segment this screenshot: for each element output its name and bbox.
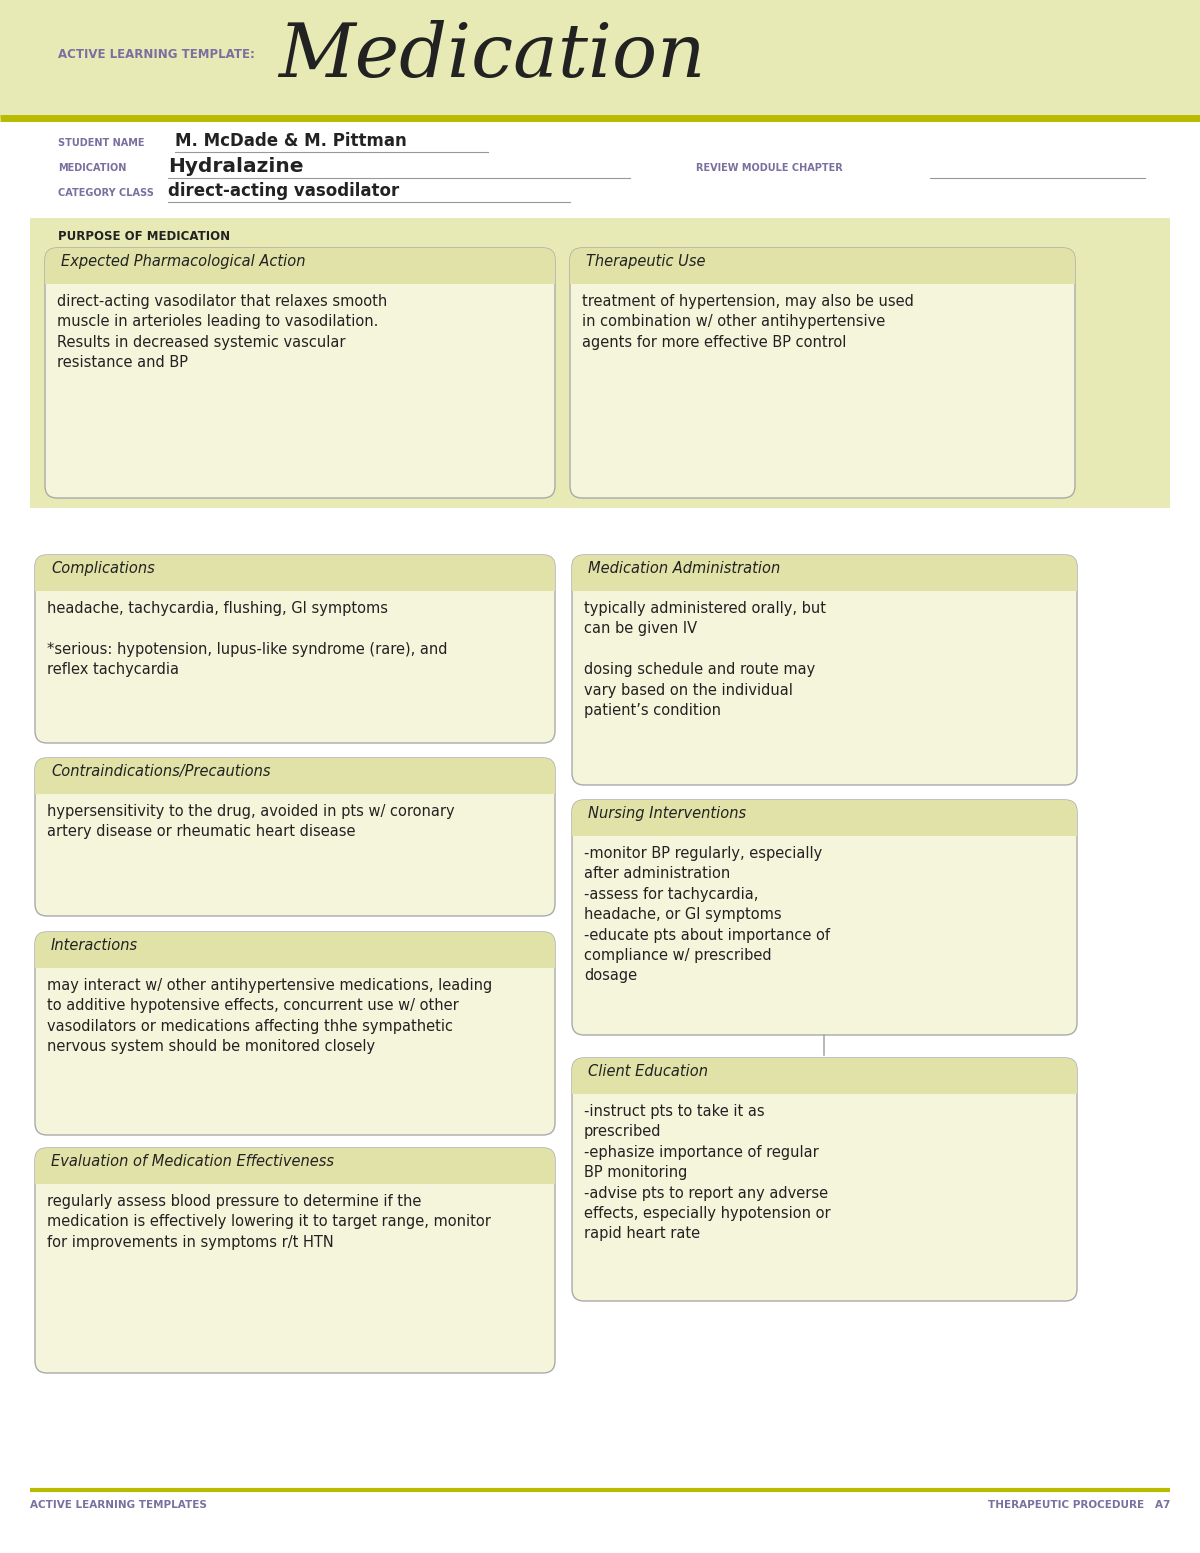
- Text: typically administered orally, but
can be given IV

dosing schedule and route ma: typically administered orally, but can b…: [584, 601, 826, 717]
- FancyBboxPatch shape: [570, 248, 1075, 499]
- Text: Evaluation of Medication Effectiveness: Evaluation of Medication Effectiveness: [50, 1154, 334, 1169]
- Text: Interactions: Interactions: [50, 938, 138, 954]
- FancyBboxPatch shape: [35, 1148, 554, 1183]
- Bar: [35, 950, 554, 968]
- Bar: [572, 818, 1078, 836]
- Bar: [35, 573, 554, 592]
- Text: ACTIVE LEARNING TEMPLATES: ACTIVE LEARNING TEMPLATES: [30, 1500, 206, 1510]
- FancyBboxPatch shape: [46, 248, 554, 499]
- Bar: [572, 1076, 1078, 1093]
- Text: direct-acting vasodilator: direct-acting vasodilator: [168, 182, 400, 200]
- Text: THERAPEUTIC PROCEDURE   A7: THERAPEUTIC PROCEDURE A7: [988, 1500, 1170, 1510]
- FancyBboxPatch shape: [572, 1058, 1078, 1301]
- Text: Contraindications/Precautions: Contraindications/Precautions: [50, 764, 270, 780]
- Text: Client Education: Client Education: [588, 1064, 708, 1079]
- FancyBboxPatch shape: [35, 758, 554, 794]
- FancyBboxPatch shape: [35, 758, 554, 916]
- Text: Nursing Interventions: Nursing Interventions: [588, 806, 746, 822]
- Text: -monitor BP regularly, especially
after administration
-assess for tachycardia,
: -monitor BP regularly, especially after …: [584, 846, 830, 983]
- Text: headache, tachycardia, flushing, GI symptoms

*serious: hypotension, lupus-like : headache, tachycardia, flushing, GI symp…: [47, 601, 448, 677]
- FancyBboxPatch shape: [570, 248, 1075, 284]
- Text: hypersensitivity to the drug, avoided in pts w/ coronary
artery disease or rheum: hypersensitivity to the drug, avoided in…: [47, 804, 455, 840]
- FancyBboxPatch shape: [35, 932, 554, 1135]
- Text: -instruct pts to take it as
prescribed
-ephasize importance of regular
BP monito: -instruct pts to take it as prescribed -…: [584, 1104, 830, 1241]
- Text: direct-acting vasodilator that relaxes smooth
muscle in arterioles leading to va: direct-acting vasodilator that relaxes s…: [58, 294, 388, 370]
- Text: Therapeutic Use: Therapeutic Use: [586, 255, 706, 269]
- Bar: [572, 573, 1078, 592]
- FancyBboxPatch shape: [572, 1058, 1078, 1093]
- Text: Hydralazine: Hydralazine: [168, 157, 304, 175]
- Text: Medication: Medication: [278, 20, 706, 93]
- Text: REVIEW MODULE CHAPTER: REVIEW MODULE CHAPTER: [696, 163, 842, 172]
- Text: regularly assess blood pressure to determine if the
medication is effectively lo: regularly assess blood pressure to deter…: [47, 1194, 491, 1250]
- Text: Medication Administration: Medication Administration: [588, 561, 780, 576]
- Text: may interact w/ other antihypertensive medications, leading
to additive hypotens: may interact w/ other antihypertensive m…: [47, 978, 492, 1054]
- FancyBboxPatch shape: [35, 1148, 554, 1373]
- FancyBboxPatch shape: [572, 800, 1078, 1034]
- FancyBboxPatch shape: [572, 554, 1078, 592]
- FancyBboxPatch shape: [46, 248, 554, 284]
- Bar: [35, 1166, 554, 1183]
- Bar: [30, 217, 1170, 508]
- FancyBboxPatch shape: [572, 554, 1078, 784]
- Text: STUDENT NAME: STUDENT NAME: [58, 138, 144, 148]
- Text: Complications: Complications: [50, 561, 155, 576]
- Text: Expected Pharmacological Action: Expected Pharmacological Action: [61, 255, 306, 269]
- Text: treatment of hypertension, may also be used
in combination w/ other antihyperten: treatment of hypertension, may also be u…: [582, 294, 914, 349]
- Bar: [0, 0, 1200, 118]
- Text: CATEGORY CLASS: CATEGORY CLASS: [58, 188, 154, 197]
- FancyBboxPatch shape: [572, 800, 1078, 836]
- Text: MEDICATION: MEDICATION: [58, 163, 126, 172]
- Text: PURPOSE OF MEDICATION: PURPOSE OF MEDICATION: [58, 230, 230, 242]
- Bar: [46, 266, 554, 284]
- FancyBboxPatch shape: [35, 554, 554, 742]
- FancyBboxPatch shape: [35, 554, 554, 592]
- Bar: [570, 266, 1075, 284]
- FancyBboxPatch shape: [35, 932, 554, 968]
- Text: ACTIVE LEARNING TEMPLATE:: ACTIVE LEARNING TEMPLATE:: [58, 48, 254, 61]
- Text: M. McDade & M. Pittman: M. McDade & M. Pittman: [175, 132, 407, 151]
- Bar: [35, 776, 554, 794]
